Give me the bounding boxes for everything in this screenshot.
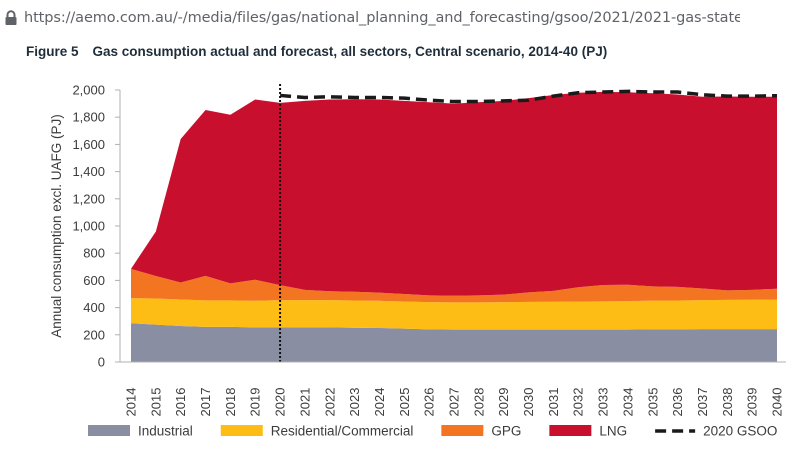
y-tick-label: 400 bbox=[83, 300, 105, 315]
y-tick-label: 1,800 bbox=[72, 110, 105, 125]
y-tick-label: 0 bbox=[98, 355, 105, 370]
x-tick-label: 2031 bbox=[546, 388, 561, 417]
url-text[interactable]: https://aemo.com.au/-/media/files/gas/na… bbox=[24, 10, 740, 26]
legend-swatch-industrial bbox=[88, 425, 130, 436]
y-tick-label: 600 bbox=[83, 273, 105, 288]
legend-label-2020-gsoo: 2020 GSOO bbox=[703, 424, 777, 439]
x-tick-label: 2019 bbox=[248, 388, 263, 417]
legend-label-gpg: GPG bbox=[491, 424, 521, 439]
legend: Industrial Residential/Commercial GPG LNG 20… bbox=[88, 424, 777, 439]
area-lng bbox=[131, 91, 777, 296]
x-axis: 2014 2015 2016 2017 2018 2019 2020 2021 2022 2023… bbox=[120, 361, 786, 417]
x-tick-label: 2020 bbox=[273, 388, 288, 417]
y-tick-label: 1,200 bbox=[72, 191, 105, 206]
x-tick-label: 2015 bbox=[148, 388, 163, 417]
x-tick-label: 2032 bbox=[571, 388, 586, 417]
legend-swatch-gpg bbox=[441, 425, 484, 436]
area-gpg bbox=[131, 268, 777, 303]
series-areas bbox=[131, 91, 777, 362]
x-tick-label: 2018 bbox=[223, 388, 238, 417]
legend-label-lng: LNG bbox=[599, 424, 627, 439]
x-tick-label: 2037 bbox=[695, 388, 710, 417]
y-tick-label: 2,000 bbox=[72, 83, 105, 98]
x-tick-label: 2030 bbox=[521, 388, 536, 417]
gsoo-line-group bbox=[279, 89, 778, 104]
legend-label-industrial: Industrial bbox=[138, 424, 193, 439]
x-tick-label: 2025 bbox=[397, 388, 412, 417]
figure-number: Figure 5 bbox=[26, 44, 79, 59]
x-tick-label: 2033 bbox=[596, 388, 611, 417]
x-tick-label: 2027 bbox=[447, 388, 462, 417]
chart-container: 0 200 400 600 800 1,000 1,200 1,400 1,600 1,800 2,… bbox=[0, 70, 800, 457]
y-axis-label: Annual consumption excl. UAFG (PJ) bbox=[49, 114, 64, 338]
x-tick-label: 2038 bbox=[720, 388, 735, 417]
line-2020-gsoo bbox=[279, 89, 778, 104]
y-tick-label: 1,600 bbox=[72, 137, 105, 152]
figure-title-row: Figure 5 Gas consumption actual and forec… bbox=[26, 44, 607, 59]
x-tick-label: 2017 bbox=[198, 388, 213, 417]
x-tick-label: 2034 bbox=[620, 388, 635, 417]
x-tick-label: 2024 bbox=[372, 388, 387, 417]
x-tick-label: 2028 bbox=[471, 388, 486, 417]
x-tick-label: 2035 bbox=[645, 388, 660, 417]
legend-swatch-lng bbox=[549, 425, 592, 436]
x-tick-label: 2040 bbox=[770, 388, 785, 417]
x-tick-label: 2016 bbox=[173, 388, 188, 417]
x-tick-label: 2036 bbox=[670, 388, 685, 417]
y-tick-label: 1,400 bbox=[72, 164, 105, 179]
area-industrial bbox=[131, 323, 777, 362]
legend-swatch-residential-commercial bbox=[220, 425, 263, 436]
x-tick-label: 2014 bbox=[124, 388, 139, 417]
area-residential-commercial bbox=[131, 298, 777, 330]
y-tick-label: 1,000 bbox=[72, 219, 105, 234]
area-chart: 0 200 400 600 800 1,000 1,200 1,400 1,600 1,800 2,… bbox=[49, 83, 786, 439]
x-tick-label: 2029 bbox=[496, 388, 511, 417]
y-axis: 0 200 400 600 800 1,000 1,200 1,400 1,600 1,800 2,… bbox=[72, 83, 121, 370]
y-tick-label: 200 bbox=[83, 327, 105, 342]
x-tick-label: 2026 bbox=[422, 388, 437, 417]
lock-icon bbox=[5, 10, 17, 25]
x-tick-label: 2021 bbox=[297, 388, 312, 417]
x-tick-label: 2022 bbox=[322, 388, 337, 417]
legend-label-residential-commercial: Residential/Commercial bbox=[271, 424, 414, 439]
address-bar[interactable]: https://aemo.com.au/-/media/files/gas/na… bbox=[0, 0, 800, 36]
x-tick-label: 2039 bbox=[745, 388, 760, 417]
figure-title: Gas consumption actual and forecast, all… bbox=[92, 44, 608, 59]
x-tick-label: 2023 bbox=[347, 388, 362, 417]
y-tick-label: 800 bbox=[83, 246, 105, 261]
